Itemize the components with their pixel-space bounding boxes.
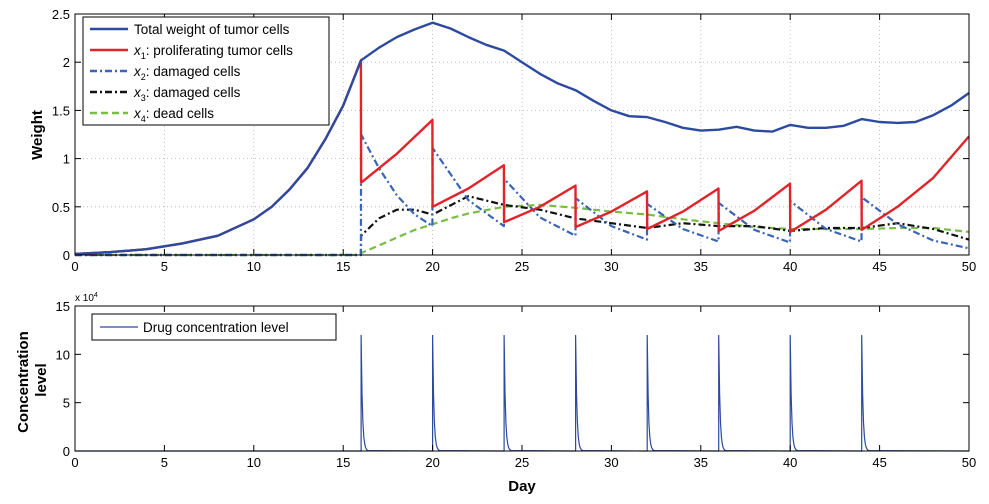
weight-x-tick-label: 40 (783, 259, 797, 274)
concentration-y-tick-label: 15 (56, 299, 70, 314)
x-axis-label: Day (508, 478, 536, 495)
concentration-x-tick-label: 40 (783, 455, 797, 470)
weight-y-tick-label: 1 (63, 152, 70, 167)
legend-subscript: 4 (141, 114, 146, 124)
concentration-legend: Drug concentration level (91, 313, 337, 341)
concentration-x-tick-label: 5 (161, 455, 168, 470)
y-multiplier: x 104 (75, 292, 98, 304)
weight-x-tick-label: 15 (336, 259, 350, 274)
concentration-x-tick-label: 10 (247, 455, 261, 470)
weight-x-tick-label: 25 (515, 259, 529, 274)
weight-x-tick-label: 20 (425, 259, 439, 274)
weight-legend-label: x1: proliferating tumor cells (133, 43, 293, 61)
concentration-x-tick-label: 45 (872, 455, 886, 470)
weight-legend-label: Total weight of tumor cells (134, 22, 290, 37)
y-multiplier-base: x 10 (75, 293, 94, 304)
concentration-y-tick-label: 5 (63, 396, 70, 411)
concentration-y-axis-label-line2: level (33, 363, 50, 396)
weight-y-tick-label: 0.5 (52, 200, 70, 215)
legend-subscript: 2 (141, 72, 146, 82)
concentration-y-tick-label: 0 (63, 444, 70, 459)
weight-legend-label: x3: damaged cells (133, 85, 241, 103)
concentration-x-tick-label: 0 (71, 455, 78, 470)
weight-series-lines (74, 21, 970, 257)
legend-rest: : dead cells (146, 106, 215, 121)
legend-math-var: x (133, 85, 142, 100)
series-line-x2 (75, 133, 970, 257)
concentration-x-tick-label: 35 (694, 455, 708, 470)
concentration-chart: 0 5 10 15 20 25 30 35 40 45 50 0 5 10 15 x 104 Concent… (15, 292, 976, 495)
weight-x-tick-label: 0 (71, 259, 78, 274)
legend-rest: : proliferating tumor cells (146, 43, 293, 58)
concentration-y-axis-label-line1: Concentration (15, 331, 32, 433)
concentration-x-tick-label: 30 (604, 455, 618, 470)
concentration-x-tick-label: 50 (962, 455, 976, 470)
weight-y-tick-label: 1.5 (52, 103, 70, 118)
weight-x-tick-label: 10 (247, 259, 261, 274)
weight-y-axis-label: Weight (29, 110, 46, 160)
weight-y-tick-label: 2 (63, 55, 70, 70)
concentration-x-tick-label: 20 (425, 455, 439, 470)
weight-x-tick-label: 50 (962, 259, 976, 274)
concentration-legend-label: Drug concentration level (143, 320, 289, 335)
weight-x-tick-label: 30 (604, 259, 618, 274)
concentration-y-axis-label: Concentration level (15, 327, 50, 433)
weight-legend-label: x4: dead cells (133, 106, 214, 124)
legend-math-var: x (133, 106, 142, 121)
legend-subscript: 1 (141, 51, 146, 61)
series-line-total-weight (74, 21, 970, 256)
legend-rest: : damaged cells (146, 64, 241, 79)
weight-x-tick-label: 5 (161, 259, 168, 274)
weight-x-tick-label: 45 (872, 259, 886, 274)
legend-math-var: x (133, 43, 142, 58)
concentration-y-tick-label: 10 (56, 347, 70, 362)
legend-subscript: 3 (141, 93, 146, 103)
legend-math-var: x (133, 64, 142, 79)
concentration-x-tick-label: 15 (336, 455, 350, 470)
concentration-ticks: 0 5 10 15 20 25 30 35 40 45 50 0 5 10 15 (56, 299, 977, 470)
y-multiplier-exp: 4 (94, 292, 98, 299)
weight-y-tick-label: 0 (63, 248, 70, 263)
legend-rest: : damaged cells (146, 85, 241, 100)
concentration-x-tick-label: 25 (515, 455, 529, 470)
weight-legend-label: x2: damaged cells (133, 64, 241, 82)
weight-y-tick-label: 2.5 (52, 7, 70, 22)
weight-x-tick-label: 35 (694, 259, 708, 274)
series-line-x3 (75, 195, 970, 257)
weight-ticks: 0 5 10 15 20 25 30 35 40 45 50 0 0.5 1 1.5 2 2.5 (52, 7, 976, 274)
